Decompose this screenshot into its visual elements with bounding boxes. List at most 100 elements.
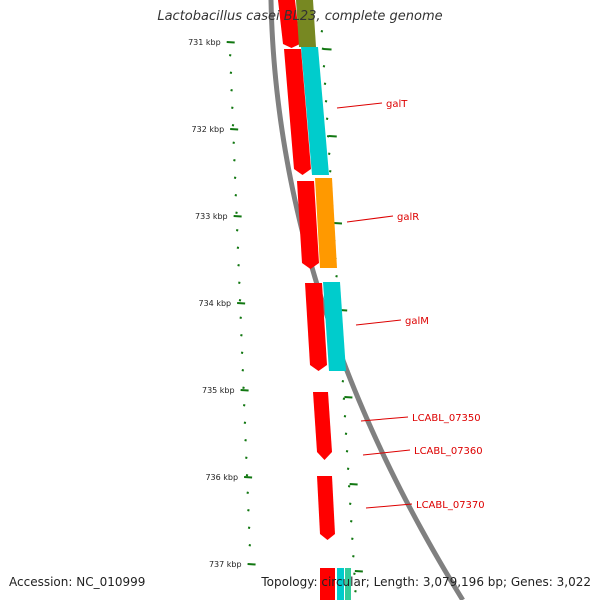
- cds-arrow: [305, 283, 327, 371]
- minor-tick: [354, 590, 357, 593]
- gene-label-leader: [365, 503, 413, 509]
- gene-label-leader: [360, 416, 409, 422]
- major-tick: [354, 570, 363, 573]
- minor-tick: [345, 450, 349, 453]
- tick-label: 735 kbp: [202, 386, 235, 395]
- major-tick: [349, 483, 358, 486]
- gene-label: galT: [386, 99, 408, 110]
- major-tick: [333, 222, 343, 225]
- minor-tick: [246, 491, 249, 494]
- minor-tick: [237, 264, 240, 267]
- major-tick: [233, 215, 242, 218]
- minor-tick: [236, 246, 240, 249]
- tick-label: 734 kbp: [199, 299, 232, 308]
- minor-tick: [247, 509, 250, 512]
- cds-arrow: [296, 0, 316, 47]
- minor-tick: [344, 432, 348, 435]
- minor-tick: [248, 544, 252, 547]
- minor-tick: [348, 502, 352, 505]
- minor-tick: [352, 555, 355, 558]
- minor-tick: [346, 467, 350, 470]
- gene-label-leader: [362, 449, 411, 456]
- cds-arrow: [278, 0, 300, 48]
- minor-tick: [235, 229, 239, 232]
- major-tick: [226, 41, 235, 44]
- major-tick: [344, 396, 353, 399]
- minor-tick: [242, 386, 245, 389]
- genome-summary-text: Topology: circular; Length: 3,079,196 bp…: [261, 575, 591, 589]
- minor-tick: [231, 124, 235, 127]
- minor-tick: [238, 281, 241, 284]
- minor-tick: [228, 54, 232, 57]
- minor-tick: [234, 194, 238, 197]
- minor-tick: [233, 159, 236, 162]
- gene-label-leader: [336, 102, 383, 109]
- minor-tick: [347, 485, 351, 488]
- major-tick: [244, 476, 253, 479]
- minor-tick: [240, 351, 244, 354]
- cds-arrow: [320, 568, 335, 600]
- minor-tick: [239, 316, 242, 319]
- minor-tick: [350, 520, 353, 523]
- map-title: Lactobacillus casei BL23, complete genom…: [157, 9, 443, 24]
- cds-arrow: [284, 49, 311, 175]
- minor-tick: [325, 117, 329, 120]
- minor-tick: [342, 397, 346, 400]
- gene-label-leader: [346, 215, 394, 223]
- major-tick: [328, 135, 337, 138]
- cds-arrow: [313, 392, 332, 460]
- minor-tick: [324, 100, 328, 103]
- accession-text: Accession: NC_010999: [9, 575, 146, 589]
- tick-label: 736 kbp: [205, 473, 238, 482]
- gene-label: LCABL_07370: [416, 500, 485, 511]
- minor-tick: [320, 30, 324, 33]
- tick-label: 732 kbp: [192, 125, 225, 134]
- major-tick: [247, 563, 256, 566]
- major-tick: [237, 302, 246, 305]
- cds-arrow: [297, 181, 319, 269]
- cds-arrow: [317, 476, 335, 540]
- gene-label: galR: [397, 212, 419, 223]
- tick-label: 733 kbp: [195, 212, 228, 221]
- cds-arrow: [301, 47, 329, 175]
- tick-label: 731 kbp: [188, 38, 221, 47]
- minor-tick: [242, 404, 246, 407]
- cds-arrow: [315, 178, 337, 268]
- minor-tick: [327, 152, 331, 155]
- cds-arrow: [337, 568, 344, 600]
- minor-tick: [245, 474, 249, 477]
- minor-tick: [323, 82, 327, 85]
- minor-tick: [322, 65, 326, 68]
- gene-label: LCABL_07360: [414, 446, 483, 457]
- minor-tick: [230, 89, 233, 92]
- minor-tick: [232, 141, 235, 144]
- minor-tick: [245, 456, 248, 459]
- minor-tick: [244, 439, 247, 442]
- minor-tick: [343, 415, 347, 418]
- major-tick: [240, 389, 249, 392]
- minor-tick: [233, 176, 237, 179]
- minor-tick: [229, 71, 233, 74]
- minor-tick: [329, 170, 332, 173]
- minor-tick: [243, 421, 247, 424]
- minor-tick: [335, 275, 338, 278]
- cds-arrow: [345, 568, 351, 600]
- gene-label-leader: [355, 319, 402, 326]
- minor-tick: [235, 211, 238, 214]
- minor-tick: [353, 572, 356, 575]
- minor-tick: [341, 380, 345, 383]
- major-tick: [230, 128, 239, 131]
- tick-label: 737 kbp: [209, 560, 242, 569]
- gene-label: LCABL_07350: [412, 413, 481, 424]
- gene-label: galM: [405, 316, 429, 327]
- minor-tick: [231, 106, 234, 109]
- minor-tick: [247, 526, 251, 529]
- major-tick: [323, 48, 332, 51]
- cds-arrow: [323, 282, 346, 371]
- minor-tick: [238, 299, 242, 302]
- minor-tick: [241, 369, 245, 372]
- minor-tick: [240, 334, 243, 337]
- minor-tick: [351, 537, 354, 540]
